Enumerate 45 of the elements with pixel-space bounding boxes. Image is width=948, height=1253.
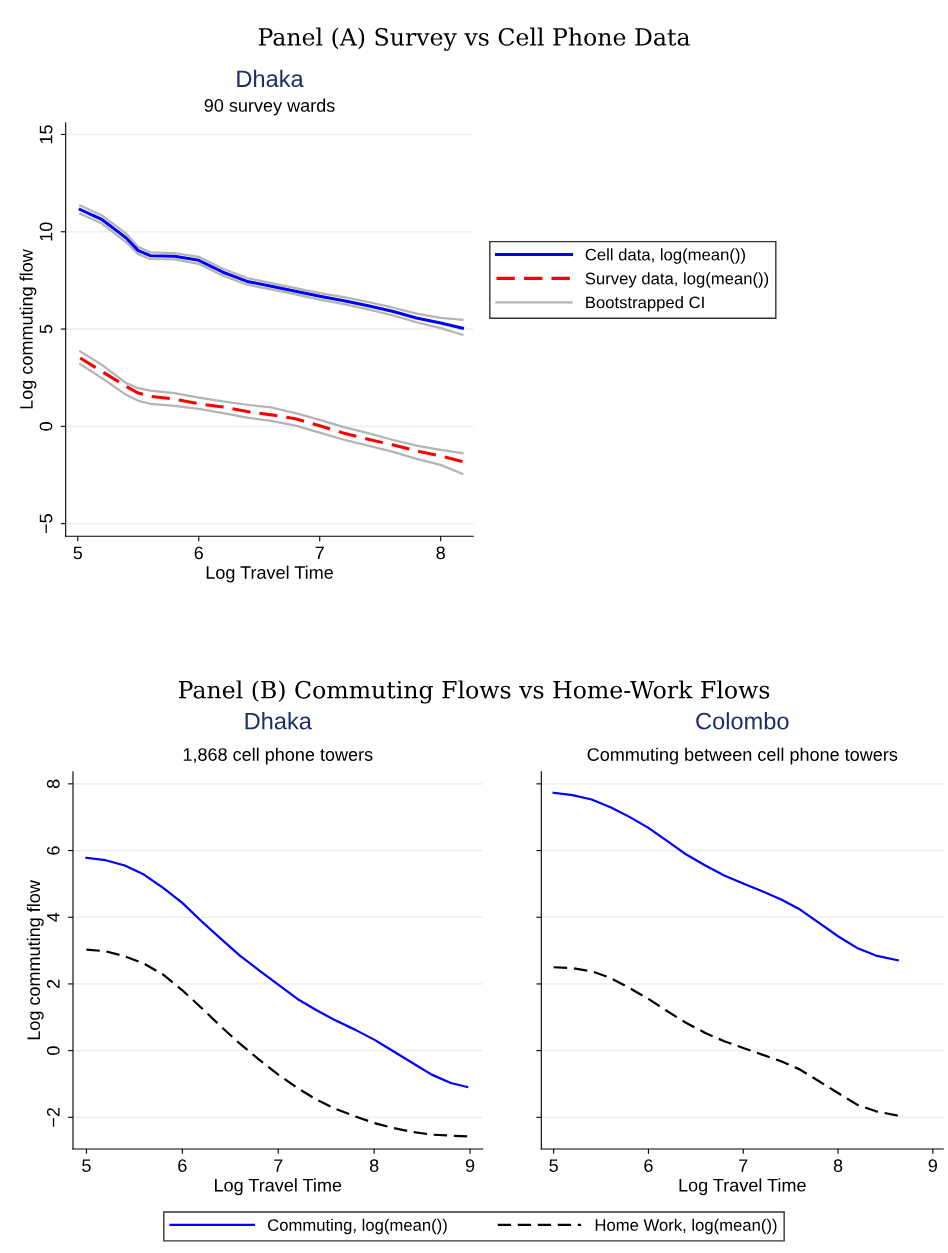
x-axis-title: Log Travel Time (679, 1178, 806, 1196)
y-tick-label: 6 (46, 846, 60, 855)
y-tick-label: 2 (46, 979, 60, 989)
y-tick-label: −5 (39, 514, 53, 534)
x-tick-label: 5 (82, 1159, 91, 1172)
y-tick-label: 4 (47, 912, 60, 922)
x-axis-title: Log Travel Time (215, 1178, 342, 1196)
x-tick-label: 9 (465, 1159, 475, 1172)
x-tick-label: 8 (369, 1159, 379, 1172)
chart-subtitle: Commuting between cell phone towers (587, 747, 898, 765)
chart-subtitle: 1,868 cell phone towers (183, 747, 373, 765)
y-tick-label: 5 (39, 324, 53, 334)
x-tick-label: 7 (274, 1159, 283, 1172)
y-tick-label: −2 (46, 1107, 60, 1127)
x-tick-label: 5 (549, 1159, 558, 1172)
text: Panel (A) Survey vs Cell Phone Data (258, 27, 690, 51)
legend-label: Bootstrapped CI (586, 296, 704, 312)
x-axis-title: Log Travel Time (206, 565, 333, 583)
y-axis-title: Log commuting flow (19, 249, 37, 409)
x-tick-label: 6 (194, 546, 203, 560)
chart-subtitle: 90 survey wards (204, 98, 335, 116)
chart-title: Colombo (696, 712, 789, 730)
x-tick-label: 7 (315, 546, 324, 560)
legend-label: Cell data, log(mean()) (585, 248, 745, 264)
x-tick-label: 7 (739, 1159, 748, 1172)
chart-title: Dhaka (237, 69, 304, 88)
x-tick-label: 6 (178, 1159, 187, 1172)
x-tick-label: 8 (833, 1159, 843, 1172)
y-tick-label: 15 (39, 125, 53, 144)
legend-label: Survey data, log(mean()) (585, 272, 769, 288)
x-tick-label: 8 (436, 546, 445, 560)
y-tick-label: 10 (39, 222, 53, 241)
x-tick-label: 9 (928, 1159, 937, 1172)
y-tick-label: 0 (39, 422, 53, 431)
x-tick-label: 6 (644, 1159, 653, 1172)
legend-label: Commuting, log(mean()) (268, 1218, 447, 1235)
text: Panel (B) Commuting Flows vs Home-Work Flows (178, 680, 770, 704)
chart-title: Dhaka (245, 712, 312, 730)
y-tick-label: 0 (46, 1046, 60, 1055)
legend-label: Home Work, log(mean()) (595, 1218, 777, 1235)
line-series (85, 856, 469, 1089)
y-tick-label: 8 (46, 779, 60, 789)
x-tick-label: 5 (73, 546, 83, 560)
line-series (85, 948, 469, 1138)
y-axis-title: Log commuting flow (26, 880, 44, 1040)
